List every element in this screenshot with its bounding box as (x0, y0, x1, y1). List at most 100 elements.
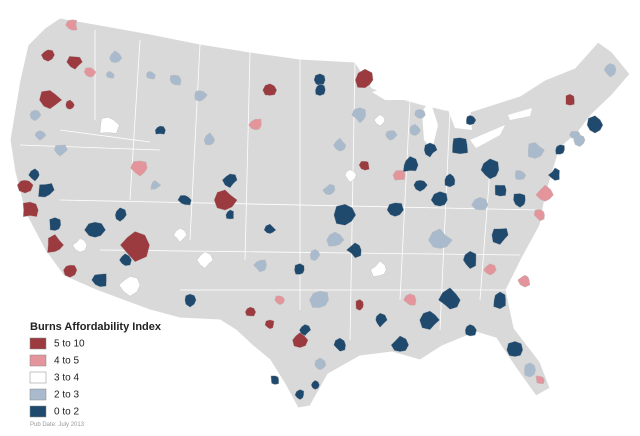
metro-region (221, 173, 238, 189)
metro-region (430, 191, 448, 207)
metro-region (322, 183, 336, 195)
metro-region (547, 167, 560, 181)
metro-region (358, 160, 370, 171)
metro-region (480, 158, 500, 180)
metro-region (517, 274, 531, 288)
metro-region (471, 197, 489, 211)
legend-swatch (29, 354, 47, 367)
metro-region (535, 375, 545, 384)
metro-region (194, 90, 208, 102)
legend-label: 3 to 4 (54, 373, 79, 384)
metro-region (603, 63, 617, 78)
metro-region (310, 379, 320, 390)
metro-region (514, 170, 527, 180)
metro-region (105, 71, 115, 79)
state-borders (19, 30, 541, 341)
metro-region (130, 160, 148, 177)
metro-region (423, 142, 438, 158)
metro-region (119, 231, 150, 263)
metro-region (49, 217, 62, 231)
metro-region (196, 251, 214, 269)
metro-region (569, 131, 581, 139)
metro-region (313, 73, 326, 87)
metro-region (586, 115, 604, 134)
metro-region (409, 123, 421, 136)
metro-region (494, 184, 507, 197)
legend-label: 2 to 3 (54, 390, 79, 401)
metro-region (150, 180, 162, 190)
metro-region (345, 242, 362, 259)
legend: Burns Affordability Index 5 to 10 4 to 5 3… (29, 321, 162, 418)
metro-region (213, 189, 238, 211)
metro-region (333, 203, 357, 226)
legend-label: 0 to 2 (54, 407, 79, 418)
metro-region (419, 310, 440, 331)
metro-region (29, 109, 42, 122)
metro-region (244, 306, 257, 317)
metro-region (333, 337, 347, 352)
metro-region (390, 335, 410, 352)
metro-region (351, 107, 366, 124)
metro-region (34, 130, 47, 141)
metro-region (491, 228, 509, 245)
metro-region (270, 375, 280, 385)
metro-region (493, 291, 507, 310)
metro-region (184, 293, 197, 308)
metro-region (119, 253, 132, 267)
metro-region (294, 389, 305, 400)
metro-region (466, 114, 477, 126)
metro-region (263, 223, 277, 234)
footnote: Pub Date: July 2013 (30, 422, 85, 428)
metro-region (370, 260, 387, 277)
metro-region (402, 155, 419, 173)
metro-region (299, 324, 312, 337)
metro-region (483, 263, 497, 276)
metro-region (28, 168, 40, 182)
legend-swatch (29, 371, 47, 384)
legend-swatch (29, 388, 47, 401)
metro-region (225, 209, 234, 220)
lakes (372, 84, 532, 150)
metro-region (72, 238, 88, 253)
metro-region (173, 227, 188, 243)
legend-label: 4 to 5 (54, 356, 79, 367)
metro-region (262, 83, 278, 96)
metro-region (91, 273, 107, 288)
legend-swatch (29, 337, 47, 350)
metro-region (438, 287, 461, 310)
metro-region (462, 250, 477, 270)
metro-region (84, 221, 106, 238)
metro-region (294, 263, 305, 275)
metro-region (444, 173, 456, 188)
metro-region (309, 290, 329, 308)
metro-region (253, 259, 267, 273)
metro-region (315, 83, 326, 97)
metro-region (354, 68, 374, 89)
metro-region (375, 312, 388, 328)
metro-region (513, 193, 526, 208)
legend-label: 5 to 10 (54, 339, 85, 350)
metro-region (527, 142, 545, 159)
metro-region (555, 144, 565, 155)
metro-region (452, 137, 469, 155)
metro-region (373, 114, 386, 127)
metro-region (65, 99, 75, 110)
metro-region (114, 207, 127, 222)
metro-region (169, 74, 182, 86)
metro-region (333, 137, 347, 152)
metro-region (524, 362, 536, 378)
metro-region (22, 201, 39, 218)
metro-region (386, 202, 404, 217)
metro-region (264, 319, 275, 330)
legend-title: Burns Affordability Index (30, 321, 162, 333)
metro-region (413, 179, 428, 192)
metro-region (385, 130, 398, 141)
metro-regions (16, 19, 617, 400)
metro-region (403, 293, 417, 306)
metro-region (248, 118, 262, 131)
metro-region (355, 299, 364, 311)
metro-region (533, 209, 545, 222)
metro-region (344, 169, 357, 183)
metro-region (39, 89, 63, 110)
